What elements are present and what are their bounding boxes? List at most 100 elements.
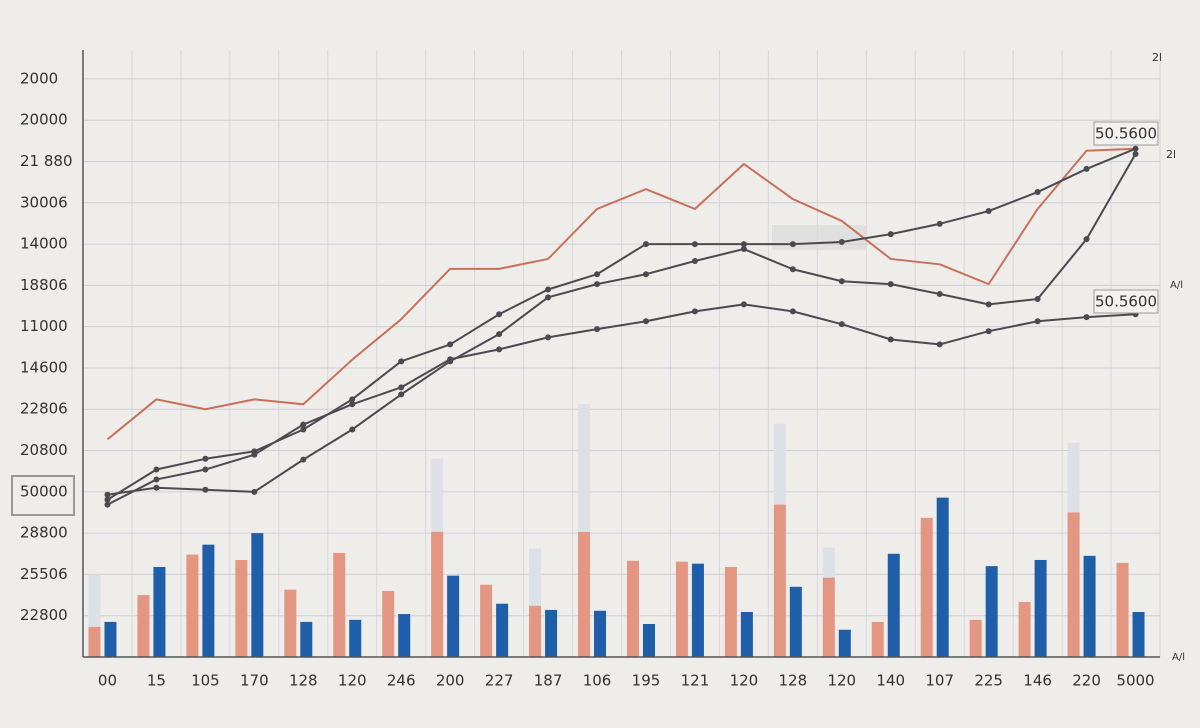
line-marker	[691, 241, 698, 248]
line-marker	[838, 278, 845, 285]
line-marker	[202, 466, 209, 473]
x-tick-label: 140	[876, 672, 905, 690]
y-tick-label: 2000	[20, 69, 58, 87]
line-marker	[496, 311, 503, 318]
y-tick-label: 28800	[20, 524, 68, 542]
y-tick-label: 11000	[20, 317, 68, 335]
x-tick-label: 106	[583, 672, 612, 690]
bar	[447, 575, 460, 657]
line-marker	[104, 491, 111, 498]
bar	[300, 621, 313, 657]
x-tick-label: 128	[779, 672, 808, 690]
line-marker	[740, 301, 747, 308]
line-marker	[545, 286, 552, 293]
y-tick-label: 22800	[20, 606, 68, 624]
y-tick-label: 20000	[20, 111, 68, 129]
bar	[822, 577, 835, 657]
line-marker	[496, 346, 503, 353]
line	[107, 153, 1137, 496]
x-tick-label: 170	[240, 672, 269, 690]
side-label: A/l	[1170, 280, 1183, 291]
line-marker	[838, 321, 845, 328]
bar	[887, 553, 900, 657]
bar	[431, 531, 444, 657]
line-marker	[153, 484, 160, 491]
bar	[936, 497, 949, 657]
x-tick-label: 121	[681, 672, 710, 690]
bar	[1083, 555, 1096, 657]
y-tick-label: 21 880	[20, 152, 73, 170]
y-tick-label: 30006	[20, 193, 68, 211]
line-marker	[642, 271, 649, 278]
x-tick-label: 195	[632, 672, 661, 690]
line-marker	[1083, 236, 1090, 243]
x-tick-label: 107	[925, 672, 954, 690]
bar	[1132, 611, 1145, 657]
x-tick-label: 225	[974, 672, 1003, 690]
line-marker	[985, 301, 992, 308]
bar	[202, 544, 215, 657]
side-label: A/l	[1172, 652, 1185, 663]
line-marker	[349, 426, 356, 433]
line	[107, 303, 1136, 506]
annotation-box	[1093, 121, 1159, 146]
side-label: 2l	[1152, 51, 1162, 64]
line-marker	[153, 476, 160, 483]
line-marker	[594, 271, 601, 278]
y-tick-label: 14600	[20, 358, 68, 376]
bar	[349, 619, 362, 657]
line	[106, 147, 1136, 441]
line-marker	[789, 241, 796, 248]
x-tick-label: 00	[98, 672, 117, 690]
line-marker	[153, 466, 160, 473]
y-tick-label: 20800	[20, 441, 68, 459]
line-marker	[642, 318, 649, 325]
annotation: 50.5600	[1095, 125, 1157, 143]
line-marker	[202, 486, 209, 493]
bar	[642, 623, 655, 657]
y-tick-label: 14000	[20, 235, 68, 253]
line-marker	[642, 241, 649, 248]
line-marker	[594, 326, 601, 333]
line-marker	[1034, 295, 1041, 302]
side-label: 2l	[1166, 148, 1176, 161]
bar	[626, 560, 639, 657]
line-marker	[985, 208, 992, 215]
bar	[920, 517, 933, 657]
bar	[985, 566, 998, 657]
line-marker	[691, 258, 698, 265]
x-tick-label: 146	[1023, 672, 1052, 690]
bar	[333, 552, 346, 657]
line-marker	[740, 241, 747, 248]
line-marker	[936, 291, 943, 298]
line-marker	[691, 308, 698, 315]
line-marker	[300, 426, 307, 433]
highlight-band	[772, 225, 866, 250]
line-marker	[104, 501, 111, 508]
x-tick-label: 15	[147, 672, 166, 690]
line-marker	[349, 401, 356, 408]
line-marker	[936, 341, 943, 348]
bar	[382, 590, 395, 657]
bar	[594, 610, 607, 657]
line-marker	[594, 281, 601, 288]
x-tick-label: 128	[289, 672, 318, 690]
y-tick-label: 50000	[20, 482, 68, 500]
x-tick-label: 120	[827, 672, 856, 690]
bar	[545, 609, 558, 657]
bar	[480, 584, 493, 657]
line-marker	[447, 341, 454, 348]
bar	[871, 621, 884, 657]
line-marker	[349, 396, 356, 403]
line-marker	[936, 220, 943, 227]
highlight-box	[11, 475, 75, 516]
line-marker	[300, 456, 307, 463]
bar	[529, 605, 542, 657]
bar	[496, 603, 509, 657]
bar	[789, 586, 802, 657]
bar	[838, 629, 851, 657]
line-marker	[398, 391, 405, 398]
bar	[235, 559, 248, 657]
